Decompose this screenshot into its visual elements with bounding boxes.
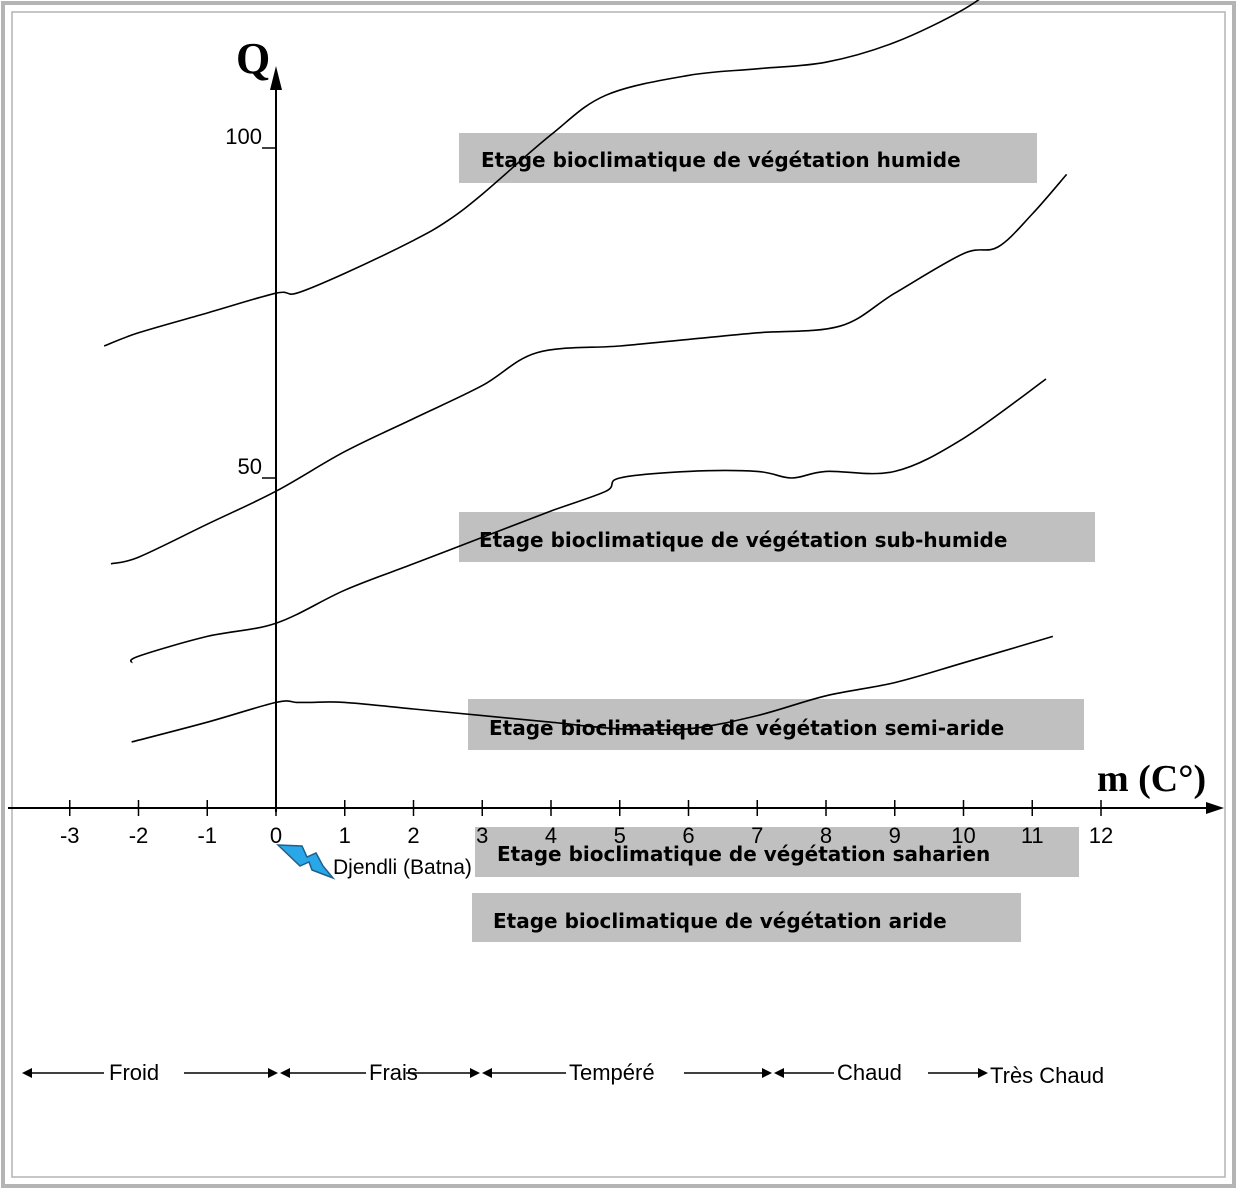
x-tick-label: 6 [682, 823, 694, 848]
band-box-saharien [475, 827, 1079, 877]
y-tick-label: 100 [225, 124, 262, 149]
x-tick-label: 8 [820, 823, 832, 848]
band-box-sub-humide [459, 512, 1095, 562]
x-tick-label: 5 [614, 823, 626, 848]
y-axis-arrow [270, 66, 282, 90]
frame-inner [11, 11, 1226, 1178]
x-tick-label: -2 [129, 823, 149, 848]
zone-tempere: Tempéré [569, 1060, 655, 1085]
x-tick-label: 9 [889, 823, 901, 848]
lightning-icon [276, 844, 336, 880]
x-tick-label: 0 [270, 823, 282, 848]
band-label-humide: Etage bioclimatique de végétation humide [481, 148, 961, 172]
boundary-curve-2 [110, 173, 1068, 565]
x-tick-label: 12 [1089, 823, 1113, 848]
zone-tres-chaud: Très Chaud [990, 1063, 1104, 1088]
zone-froid: Froid [109, 1060, 159, 1085]
y-axis-label: Q [236, 34, 270, 83]
boundary-curve-1 [103, 0, 980, 347]
zone-chaud: Chaud [837, 1060, 902, 1085]
station-label: Djendli (Batna) [333, 856, 472, 879]
band-label-saharien: Etage bioclimatique de végétation sahari… [497, 842, 990, 866]
band-box-humide [459, 133, 1037, 183]
temperature-zones: Froid Frais Tempéré Chaud Très Chaud [22, 1060, 1104, 1088]
band-label-sub-humide: Etage bioclimatique de végétation sub-hu… [479, 528, 1007, 552]
x-tick-label: 3 [476, 823, 488, 848]
x-tick-label: 7 [751, 823, 763, 848]
band-label-semi-aride: Etage bioclimatique de végétation semi-a… [489, 716, 1004, 740]
boundary-curve-4 [131, 635, 1054, 743]
x-tick-label: -3 [60, 823, 80, 848]
x-axis-arrow [1206, 802, 1224, 814]
x-tick-label: 11 [1021, 823, 1044, 848]
x-tick-label: 4 [545, 823, 557, 848]
x-tick-label: -1 [197, 823, 217, 848]
x-axis-label: m (C°) [1097, 758, 1206, 800]
x-tick-label: 10 [951, 823, 975, 848]
boundary-curve-3 [129, 378, 1047, 664]
x-tick-label: 2 [407, 823, 419, 848]
y-tick-label: 50 [238, 454, 262, 479]
band-label-aride: Etage bioclimatique de végétation aride [493, 909, 947, 933]
band-box-aride [472, 893, 1021, 942]
x-tick-label: 1 [339, 823, 351, 848]
